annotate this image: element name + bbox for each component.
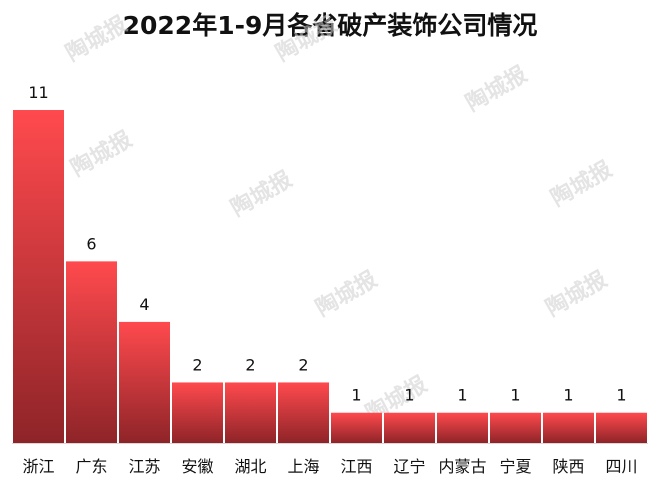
chart-title: 2022年1-9月各省破产装饰公司情况: [122, 11, 538, 40]
data-label: 2: [298, 355, 308, 374]
watermark-text: 陶城报: [61, 11, 131, 67]
bar-陕西: [543, 412, 594, 443]
watermark-text: 陶城报: [541, 266, 611, 322]
x-tick-label: 江西: [340, 457, 372, 476]
bar-内蒙古: [437, 412, 488, 443]
x-tick-label: 辽宁: [393, 457, 425, 476]
bar-江西: [331, 412, 382, 443]
x-tick-label: 内蒙古: [438, 457, 486, 476]
data-label: 4: [139, 295, 149, 314]
x-tick-label: 湖北: [234, 457, 266, 476]
bar-安徽: [172, 382, 223, 443]
bar-上海: [278, 382, 329, 443]
watermark-text: 陶城报: [226, 166, 296, 222]
bar-浙江: [13, 110, 64, 443]
data-label: 6: [86, 234, 96, 253]
data-label: 2: [245, 355, 255, 374]
x-tick-label: 四川: [605, 457, 637, 476]
bar-series: [13, 110, 647, 443]
bar-湖北: [225, 382, 276, 443]
data-label: 1: [510, 386, 520, 405]
x-tick-label: 江苏: [128, 457, 160, 476]
watermark-text: 陶城报: [66, 126, 136, 182]
bar-广东: [66, 261, 117, 443]
data-label: 11: [28, 83, 48, 102]
data-label: 1: [457, 386, 467, 405]
x-tick-label: 广东: [75, 457, 107, 476]
bar-江苏: [119, 321, 170, 443]
bar-辽宁: [384, 412, 435, 443]
data-label: 1: [563, 386, 573, 405]
data-label: 1: [404, 386, 414, 405]
data-label: 1: [616, 386, 626, 405]
x-tick-label: 上海: [287, 457, 319, 476]
watermark-text: 陶城报: [271, 11, 341, 67]
watermark-text: 陶城报: [461, 61, 531, 117]
data-label: 1: [351, 386, 361, 405]
bar-宁夏: [490, 412, 541, 443]
x-tick-label: 浙江: [22, 457, 54, 476]
data-label: 2: [192, 355, 202, 374]
watermark-text: 陶城报: [546, 156, 616, 212]
x-tick-label: 陕西: [552, 457, 584, 476]
watermark-text: 陶城报: [311, 266, 381, 322]
bar-四川: [596, 412, 647, 443]
x-tick-label: 宁夏: [499, 457, 531, 476]
x-tick-label: 安徽: [181, 457, 213, 476]
x-tick-labels: 浙江 广东 江苏 安徽 湖北 上海 江西 辽宁 内蒙古 宁夏 陕西 四川: [22, 457, 637, 476]
